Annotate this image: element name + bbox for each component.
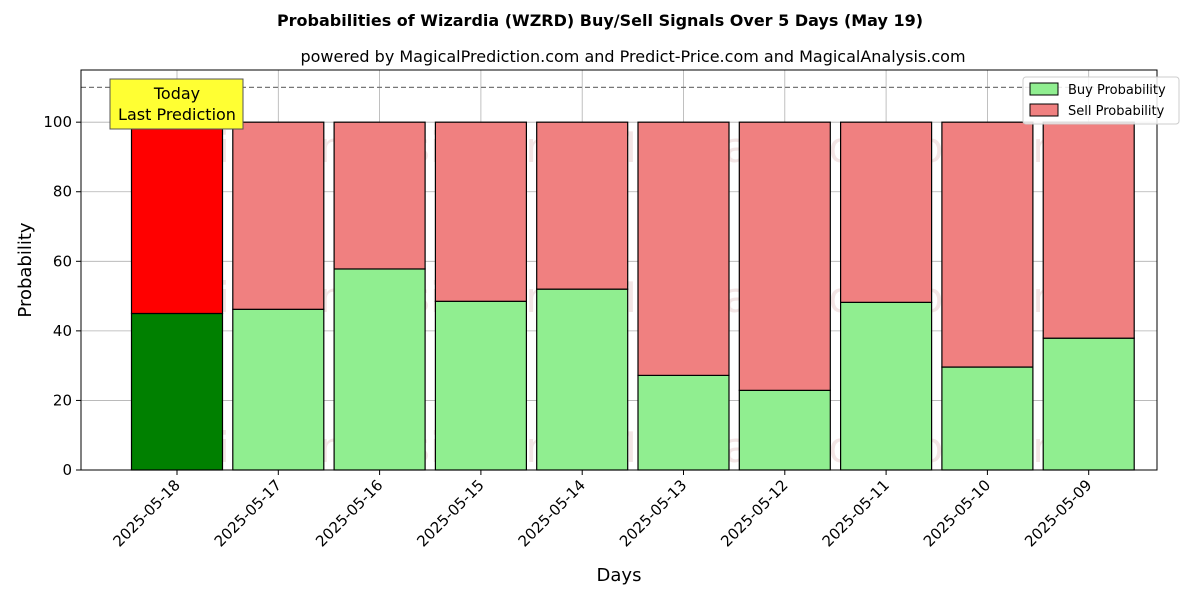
x-tick-label: 2025-05-13 [616, 476, 690, 550]
x-tick-label: 2025-05-18 [109, 476, 183, 550]
annotation-line-1: Today [153, 84, 200, 103]
annotation-line-2: Last Prediction [118, 105, 236, 124]
chart-subtitle: powered by MagicalPrediction.com and Pre… [300, 47, 965, 66]
y-tick-label: 100 [43, 113, 72, 131]
bar-buy-2025-05-13 [637, 374, 730, 471]
legend-box [1022, 76, 1180, 125]
legend-swatch-sell [1029, 103, 1059, 117]
chart-title: Probabilities of Wizardia (WZRD) Buy/Sel… [277, 11, 923, 30]
bar-buy-2025-05-14 [536, 288, 629, 471]
legend-label-buy: Buy Probability [1068, 83, 1166, 98]
y-tick-label: 40 [53, 322, 72, 340]
y-tick-label: 20 [53, 391, 72, 409]
bar-sell-2025-05-14 [536, 121, 629, 290]
bar-sell-2025-05-10 [941, 121, 1034, 368]
bar-sell-2025-05-11 [839, 121, 933, 303]
y-tick-label: 80 [53, 183, 72, 201]
bar-sell-2025-05-16 [333, 121, 426, 270]
bar-buy-2025-05-11 [839, 301, 933, 471]
bar-buy-2025-05-16 [333, 268, 426, 471]
y-tick-label: 0 [62, 461, 72, 479]
x-tick-label: 2025-05-10 [920, 476, 994, 550]
bar-sell-2025-05-15 [434, 121, 527, 302]
legend-label-sell: Sell Probability [1068, 104, 1165, 119]
bar-buy-2025-05-18 [130, 312, 224, 471]
bar-buy-2025-05-10 [941, 366, 1034, 471]
y-axis-label: Probability [15, 222, 36, 317]
x-tick-label: 2025-05-16 [312, 476, 386, 550]
bar-sell-2025-05-13 [637, 121, 730, 376]
bar-buy-2025-05-09 [1042, 337, 1135, 471]
bar-sell-2025-05-12 [738, 121, 831, 391]
x-tick-label: 2025-05-09 [1021, 476, 1095, 550]
bar-sell-2025-05-09 [1042, 121, 1135, 339]
legend-swatch-buy [1029, 82, 1059, 96]
bar-buy-2025-05-15 [434, 300, 527, 471]
x-axis-label: Days [597, 565, 642, 586]
bar-sell-2025-05-18 [130, 121, 224, 315]
plot-frame [80, 69, 1158, 471]
bar-buy-2025-05-17 [232, 308, 325, 471]
bar-buy-2025-05-12 [738, 389, 831, 471]
x-tick-label: 2025-05-15 [413, 476, 487, 550]
annotation-box [109, 78, 244, 130]
y-tick-label: 60 [53, 252, 72, 270]
x-tick-label: 2025-05-11 [819, 476, 893, 550]
x-tick-label: 2025-05-12 [717, 476, 791, 550]
x-tick-label: 2025-05-17 [211, 476, 285, 550]
bar-sell-2025-05-17 [232, 121, 325, 310]
x-tick-label: 2025-05-14 [515, 476, 589, 550]
